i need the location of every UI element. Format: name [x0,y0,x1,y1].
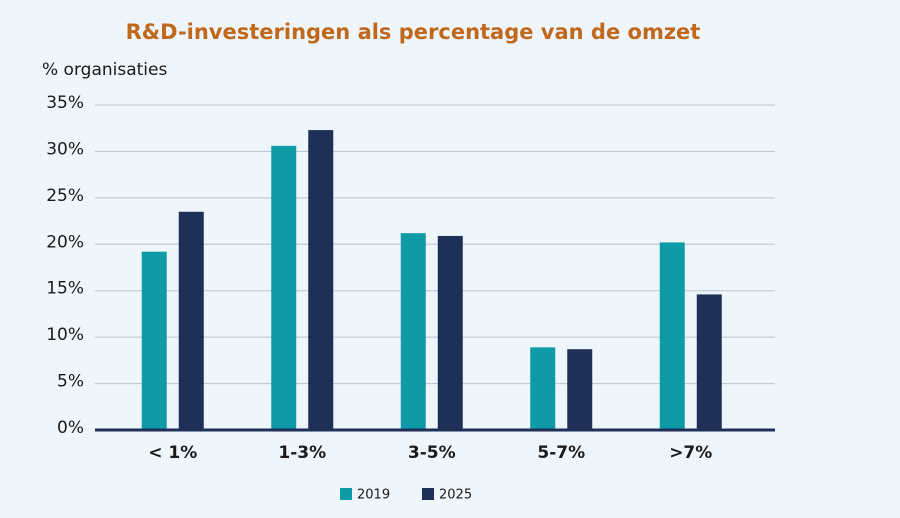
bar [178,211,204,430]
y-tick-label: 25% [46,186,84,206]
y-tick-label: 30% [46,139,84,159]
x-tick-label: 3-5% [408,443,456,463]
y-axis-label: % organisaties [42,60,167,80]
x-tick-label: >7% [669,443,712,463]
legend-label: 2025 [439,488,472,503]
bar [696,294,722,430]
y-tick-label: 15% [46,279,84,299]
bar [400,233,426,430]
bar [437,235,463,430]
legend-swatch [340,488,352,500]
y-tick-label: 0% [57,418,84,438]
x-tick-label: 1-3% [278,443,326,463]
bar [271,145,297,430]
bar [659,242,685,430]
x-tick-label: 5-7% [537,443,585,463]
legend-label: 2019 [357,488,390,503]
bar [530,347,556,430]
y-tick-label: 35% [46,93,84,113]
chart-title: R&D-investeringen als percentage van de … [126,20,701,44]
y-tick-label: 5% [57,372,84,392]
y-tick-label: 10% [46,325,84,345]
legend-swatch [422,488,434,500]
bar [567,349,593,430]
x-tick-label: < 1% [148,443,197,463]
y-tick-label: 20% [46,232,84,252]
bar [141,251,167,430]
bar [308,130,334,431]
